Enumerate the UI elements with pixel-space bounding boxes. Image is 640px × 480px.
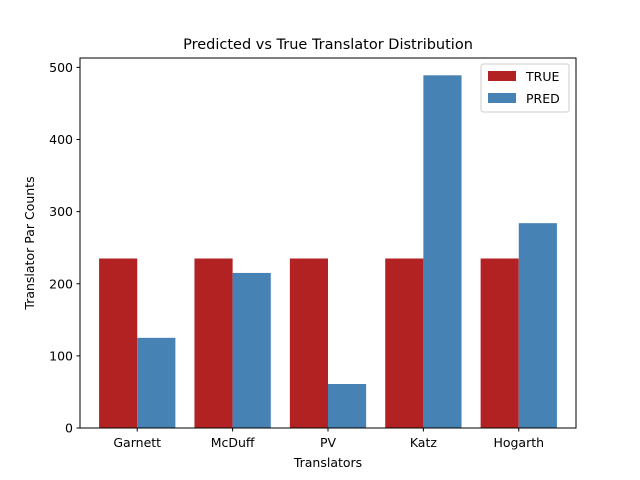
y-axis-label: Translator Par Counts	[22, 176, 37, 310]
y-tick-label: 400	[49, 132, 73, 147]
bar-true-garnett	[99, 258, 138, 428]
y-tick-label: 0	[65, 421, 73, 436]
y-tick-label: 500	[49, 60, 73, 75]
bar-pred-pv	[328, 384, 367, 428]
y-tick-label: 200	[49, 276, 73, 291]
bar-pred-hogarth	[518, 223, 557, 428]
x-tick-label: PV	[320, 435, 337, 450]
bar-true-hogarth	[480, 258, 519, 428]
bar-true-katz	[385, 258, 424, 428]
y-tick-label: 100	[49, 348, 73, 363]
y-tick-label: 300	[49, 204, 73, 219]
x-tick-label: McDuff	[211, 435, 255, 450]
bar-true-mcduff	[194, 258, 233, 428]
bars-layer	[99, 75, 557, 428]
x-tick-label: Katz	[410, 435, 438, 450]
plot-frame	[79, 57, 577, 429]
legend-swatch-pred	[488, 93, 516, 103]
bar-pred-katz	[423, 75, 462, 428]
bar-pred-garnett	[137, 337, 176, 428]
legend-label-true: TRUE	[525, 69, 559, 84]
legend-swatch-true	[488, 71, 516, 81]
chart-title: Predicted vs True Translator Distributio…	[183, 37, 473, 53]
bar-pred-mcduff	[232, 272, 271, 428]
legend: TRUE PRED	[480, 63, 570, 113]
legend-label-pred: PRED	[526, 91, 560, 106]
x-tick-label: Garnett	[113, 435, 161, 450]
y-axis: 0 100 200 300 400 500	[49, 60, 80, 436]
x-axis-label: Translators	[293, 455, 362, 470]
bar-true-pv	[289, 258, 328, 428]
x-axis: Garnett McDuff PV Katz Hogarth	[113, 428, 544, 450]
x-tick-label: Hogarth	[493, 435, 544, 450]
